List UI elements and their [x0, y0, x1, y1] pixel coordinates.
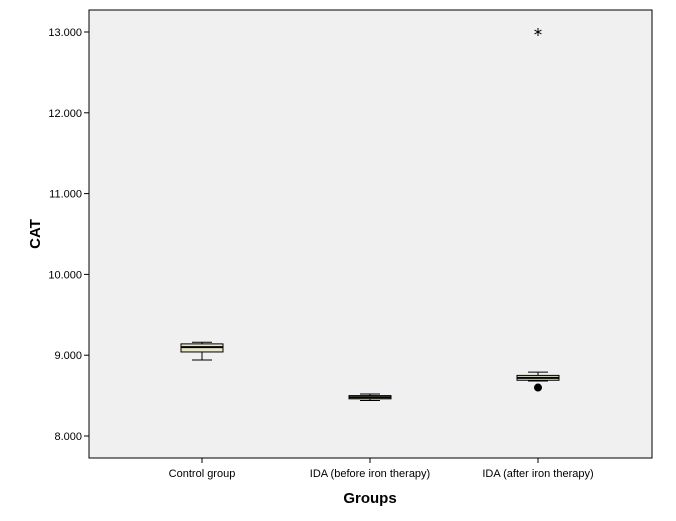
y-axis: 8.000 9.000 10.000 11.000 12.000 13.000 — [48, 27, 89, 443]
y-tick-label: 12.000 — [48, 108, 82, 120]
y-tick-label: 10.000 — [48, 269, 82, 281]
box-3 — [516, 28, 560, 392]
x-tick-label: Control group — [169, 468, 236, 480]
x-axis-title: Groups — [343, 490, 396, 507]
extreme-stroke — [534, 29, 542, 35]
outlier-point — [534, 383, 542, 392]
y-tick-label: 9.000 — [54, 350, 82, 362]
plot-area — [88, 9, 653, 459]
x-axis: Control group IDA (before iron therapy) ID… — [169, 458, 594, 480]
y-axis-title: CAT — [27, 219, 44, 249]
x-tick-label: IDA (after iron therapy) — [482, 468, 593, 480]
box-1 — [180, 341, 224, 361]
box-2 — [348, 393, 392, 401]
y-tick-label: 11.000 — [49, 189, 82, 201]
y-tick-label: 13.000 — [48, 27, 82, 39]
extreme-point — [534, 28, 542, 36]
box-series — [180, 28, 560, 401]
x-tick-label: IDA (before iron therapy) — [310, 468, 430, 480]
y-tick-label: 8.000 — [54, 431, 82, 443]
